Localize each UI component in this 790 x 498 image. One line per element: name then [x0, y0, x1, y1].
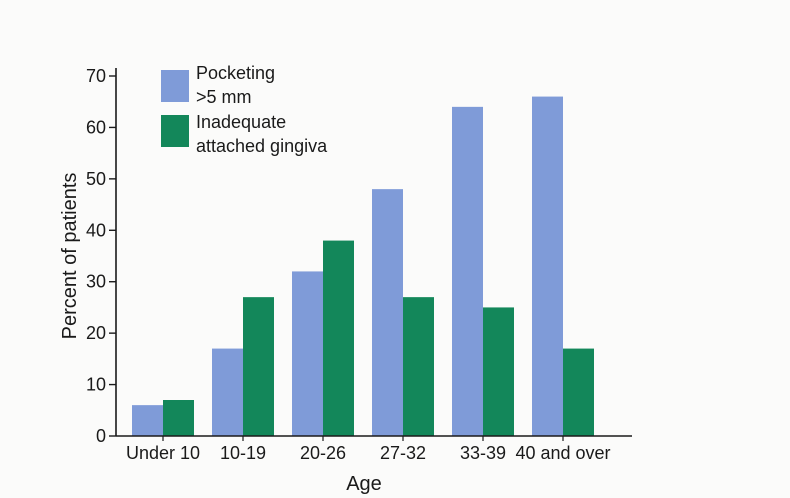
- y-tick-label: 70: [86, 66, 106, 86]
- y-tick-label: 20: [86, 323, 106, 343]
- y-axis-title: Percent of patients: [59, 173, 81, 340]
- x-tick-label: 20-26: [300, 443, 346, 463]
- bar-pocketing: [532, 96, 563, 437]
- legend-swatch-pocketing: [161, 70, 189, 102]
- x-tick-label: 40 and over: [515, 443, 610, 463]
- legend-label-pocketing: Pocketing >5 mm: [196, 63, 280, 107]
- x-axis-ticks: Under 10 10-19 20-26 27-32 33-39 40 and over: [126, 436, 611, 463]
- legend-label-pocketing-line1: Pocketing: [196, 63, 275, 83]
- legend-label-inadequate-line1: Inadequate: [196, 112, 286, 132]
- legend-swatch-inadequate: [161, 115, 189, 147]
- x-tick-label: Under 10: [126, 443, 200, 463]
- bar-pocketing: [132, 405, 163, 436]
- y-tick-label: 50: [86, 169, 106, 189]
- bar-inadequate-gingiva: [323, 240, 354, 436]
- y-axis-ticks: 0 10 20 30 40 50 60 70: [86, 66, 116, 446]
- x-tick-label: 27-32: [380, 443, 426, 463]
- bar-pocketing: [372, 189, 403, 436]
- legend-label-pocketing-line2: >5 mm: [196, 87, 252, 107]
- bar-inadequate-gingiva: [483, 307, 514, 436]
- bar-inadequate-gingiva: [563, 348, 594, 436]
- bar-pocketing: [452, 106, 483, 436]
- y-tick-label: 40: [86, 220, 106, 240]
- bar-inadequate-gingiva: [243, 297, 274, 436]
- bar-inadequate-gingiva: [163, 400, 194, 436]
- y-tick-label: 0: [96, 426, 106, 446]
- legend-label-inadequate-line2: attached gingiva: [196, 136, 328, 156]
- legend: Pocketing >5 mm Inadequate attached ging…: [161, 63, 328, 156]
- y-tick-label: 60: [86, 117, 106, 137]
- y-tick-label: 10: [86, 375, 106, 395]
- x-tick-label: 10-19: [220, 443, 266, 463]
- y-tick-label: 30: [86, 272, 106, 292]
- legend-label-inadequate: Inadequate attached gingiva: [196, 112, 328, 156]
- bar-pocketing: [292, 271, 323, 436]
- x-tick-label: 33-39: [460, 443, 506, 463]
- bar-inadequate-gingiva: [403, 297, 434, 436]
- bar-pocketing: [212, 348, 243, 436]
- x-axis-title: Age: [346, 473, 382, 495]
- bar-marks: [132, 96, 594, 437]
